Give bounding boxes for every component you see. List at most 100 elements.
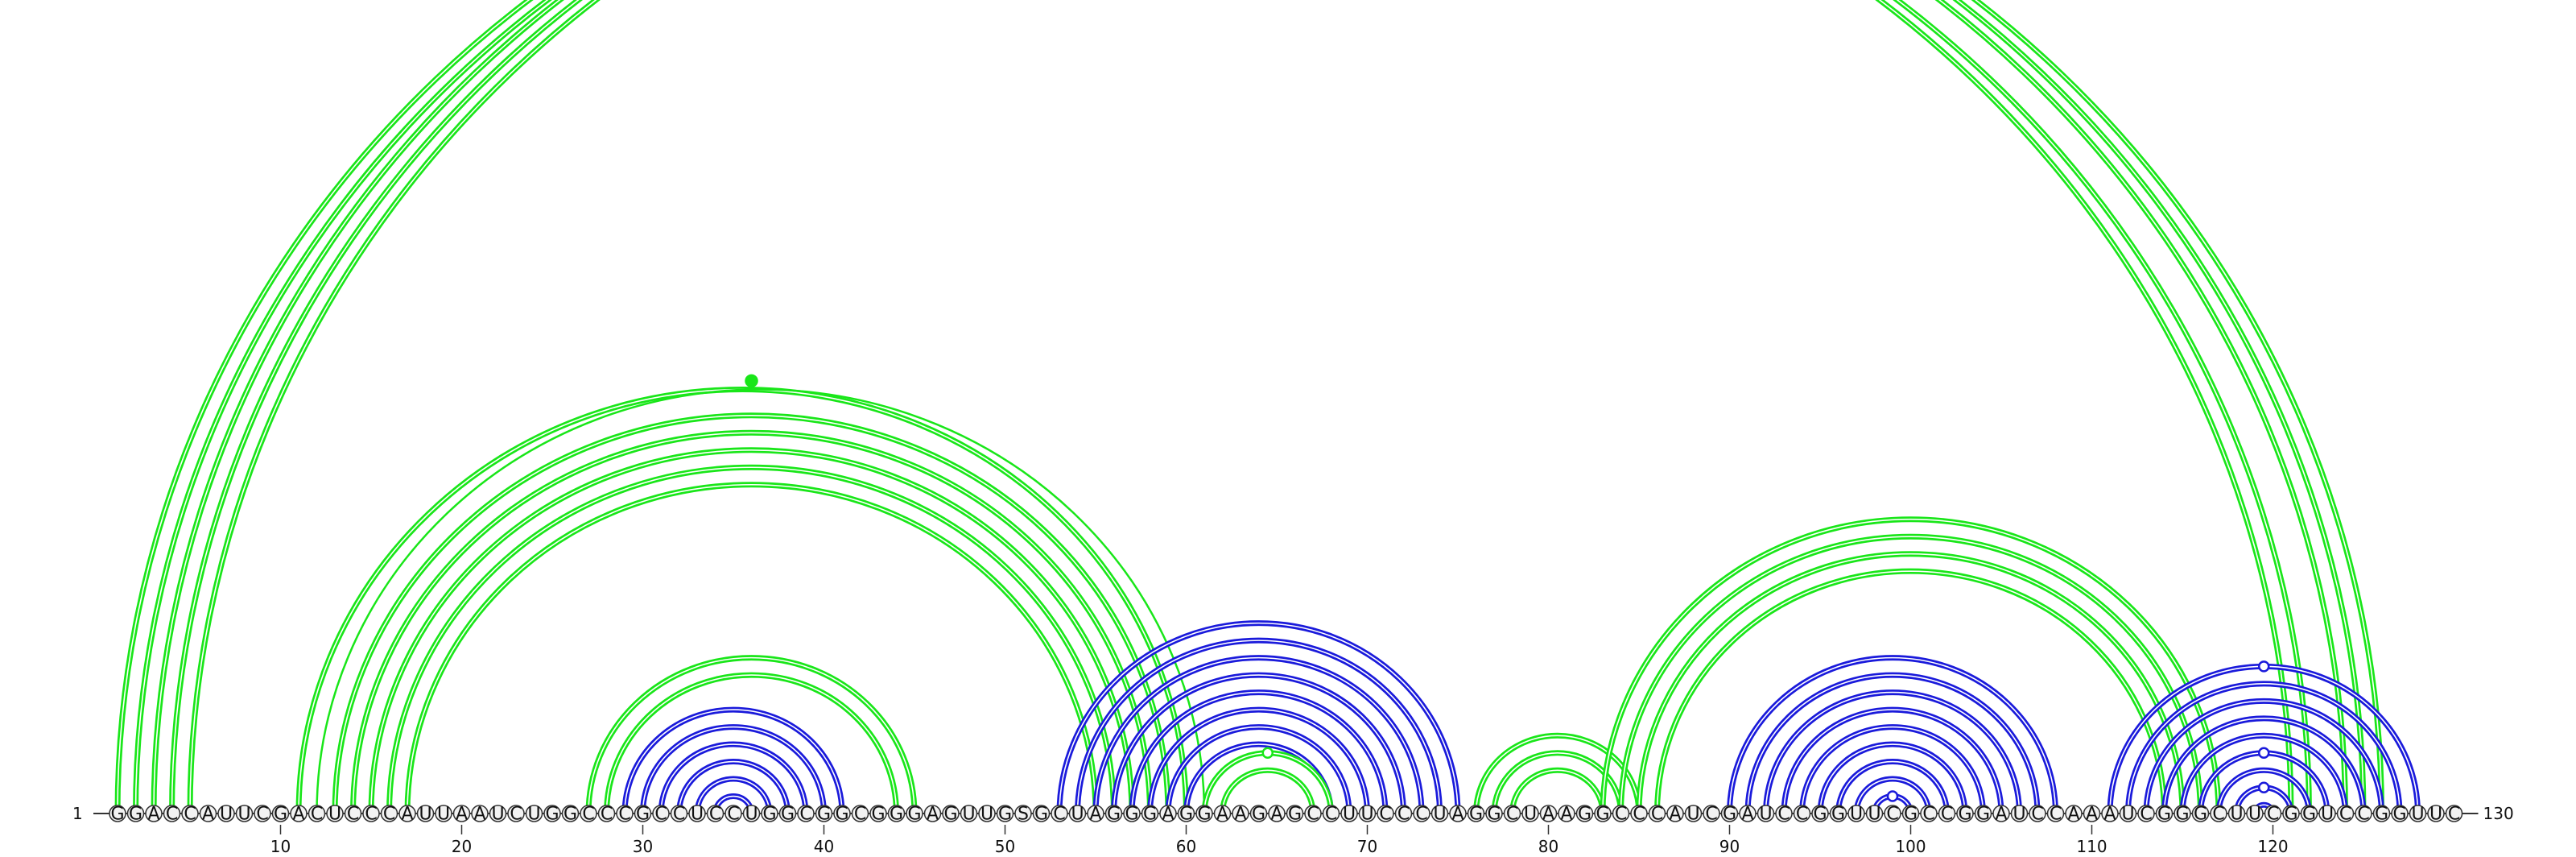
nucleotide-letter: G bbox=[1179, 805, 1193, 825]
nucleotide: C bbox=[851, 805, 869, 825]
nucleotide: G bbox=[1720, 805, 1739, 825]
nucleotide-letter: C bbox=[1325, 805, 1337, 825]
nucleotide-circle bbox=[1286, 805, 1304, 822]
nucleotide-circle bbox=[2318, 805, 2336, 822]
nucleotide-circle bbox=[2191, 805, 2210, 822]
nucleotide-circle bbox=[1575, 805, 1594, 822]
nucleotide: U bbox=[2227, 805, 2246, 825]
nucleotide: C bbox=[1920, 805, 1938, 825]
nucleotide-letter: C bbox=[709, 805, 721, 825]
base-pair-arc-inner bbox=[189, 0, 2383, 814]
nucleotide-letter: C bbox=[854, 805, 866, 825]
nucleotide-letter: G bbox=[890, 805, 903, 825]
nucleotide: U bbox=[1865, 805, 1884, 825]
nucleotide: A bbox=[398, 805, 416, 825]
base-pair-arc-inner bbox=[2218, 769, 2310, 814]
nucleotide: C bbox=[2264, 805, 2282, 825]
nucleotide-circle bbox=[2046, 805, 2065, 822]
nucleotide: C bbox=[1793, 805, 1811, 825]
nucleotide-circle bbox=[561, 805, 580, 822]
nucleotide-letter: G bbox=[1143, 805, 1157, 825]
nucleotide-circle bbox=[815, 805, 833, 822]
nucleotide-circle bbox=[960, 805, 978, 822]
nucleotide: C bbox=[1304, 805, 1322, 825]
nucleotide-circle bbox=[2137, 805, 2155, 822]
nucleotide-letter: C bbox=[1379, 805, 1391, 825]
nucleotide: U bbox=[525, 805, 543, 825]
base-pair-arc-inner bbox=[1819, 743, 1966, 814]
nucleotide: C bbox=[1612, 805, 1630, 825]
nucleotide-letter: C bbox=[1615, 805, 1627, 825]
nucleotide-letter: U bbox=[962, 805, 975, 825]
nucleotide-letter: G bbox=[762, 805, 776, 825]
nucleotide: C bbox=[2046, 805, 2065, 825]
base-pair-arc-inner bbox=[298, 388, 1187, 814]
nucleotide-circle bbox=[2210, 805, 2227, 822]
nucleotide: U bbox=[2409, 805, 2427, 825]
nucleotide-letter: C bbox=[2212, 805, 2224, 825]
nucleotide: C bbox=[1051, 805, 1068, 825]
nucleotide-letter: C bbox=[2267, 805, 2279, 825]
nucleotide-circle bbox=[217, 805, 235, 822]
nucleotide-letter: G bbox=[943, 805, 957, 825]
nucleotide-letter: A bbox=[2067, 805, 2079, 825]
nucleotide-circle bbox=[996, 805, 1014, 822]
base-pair-arc-inner bbox=[1602, 518, 2219, 814]
tick-label: 90 bbox=[1719, 837, 1740, 856]
nucleotide-circle bbox=[1467, 805, 1485, 822]
nucleotide-circle bbox=[724, 805, 742, 822]
nucleotide-circle bbox=[380, 805, 398, 822]
nucleotide-letter: C bbox=[1053, 805, 1065, 825]
nucleotide: C bbox=[380, 805, 398, 825]
nucleotide: G bbox=[1829, 805, 1847, 825]
nucleotide: C bbox=[652, 805, 670, 825]
nucleotide-circle bbox=[2246, 805, 2264, 822]
nucleotide-letter: U bbox=[2321, 805, 2334, 825]
nucleotide-letter: G bbox=[110, 805, 124, 825]
base-pair-arc-inner bbox=[1638, 553, 2183, 814]
nucleotide-circle bbox=[109, 805, 126, 822]
nucleotide-circle bbox=[271, 805, 290, 822]
nucleotide-letter: U bbox=[2013, 805, 2025, 825]
nucleotide-letter: C bbox=[2339, 805, 2351, 825]
nucleotide-circle bbox=[1104, 805, 1123, 822]
nucleotide-circle bbox=[706, 805, 724, 822]
nucleotide: C bbox=[706, 805, 724, 825]
base-pair-arc bbox=[187, 0, 2384, 814]
nucleotide: U bbox=[435, 805, 452, 825]
nucleotide-letter: C bbox=[2448, 805, 2460, 825]
nucleotide-circle bbox=[1032, 805, 1051, 822]
nucleotide-circle bbox=[362, 805, 380, 822]
nucleotide: G bbox=[778, 805, 797, 825]
base-pair-arc-inner bbox=[1076, 640, 1441, 814]
nucleotide-letter: C bbox=[727, 805, 739, 825]
nucleotide-circle bbox=[1177, 805, 1195, 822]
nucleotide-circle bbox=[2119, 805, 2137, 822]
base-pair-arc-inner bbox=[2163, 718, 2364, 814]
nucleotide-circle bbox=[254, 805, 271, 822]
nucleotide: U bbox=[960, 805, 978, 825]
nucleotide-circle bbox=[2174, 805, 2191, 822]
nucleotide: G bbox=[543, 805, 561, 825]
nucleotide-circle bbox=[452, 805, 471, 822]
position-axis: 10 20 30 40 50 60 70 80 90 100 110 120 bbox=[270, 825, 2289, 856]
nucleotide-circle bbox=[1413, 805, 1430, 822]
nucleotide: U bbox=[2318, 805, 2336, 825]
nucleotide-circle bbox=[2300, 805, 2318, 822]
base-pair-arc bbox=[1473, 732, 1642, 814]
base-pair-arc-inner bbox=[696, 778, 770, 814]
nucleotide-circle bbox=[2409, 805, 2427, 822]
nucleotide-letter: C bbox=[311, 805, 323, 825]
nucleotide-circle bbox=[471, 805, 489, 822]
nucleotide-letter: C bbox=[799, 805, 811, 825]
nucleotide: G bbox=[869, 805, 887, 825]
sequence-end-label: 130 bbox=[2483, 804, 2514, 823]
base-pair-arc-inner bbox=[1167, 726, 1350, 814]
nucleotide: G bbox=[1195, 805, 1213, 825]
base-pair-arc-inner bbox=[1620, 536, 2202, 814]
nucleotide-letter: A bbox=[1234, 805, 1246, 825]
nucleotide: A bbox=[1539, 805, 1558, 825]
nucleotide: A bbox=[1449, 805, 1467, 825]
nucleotide: A bbox=[1558, 805, 1575, 825]
